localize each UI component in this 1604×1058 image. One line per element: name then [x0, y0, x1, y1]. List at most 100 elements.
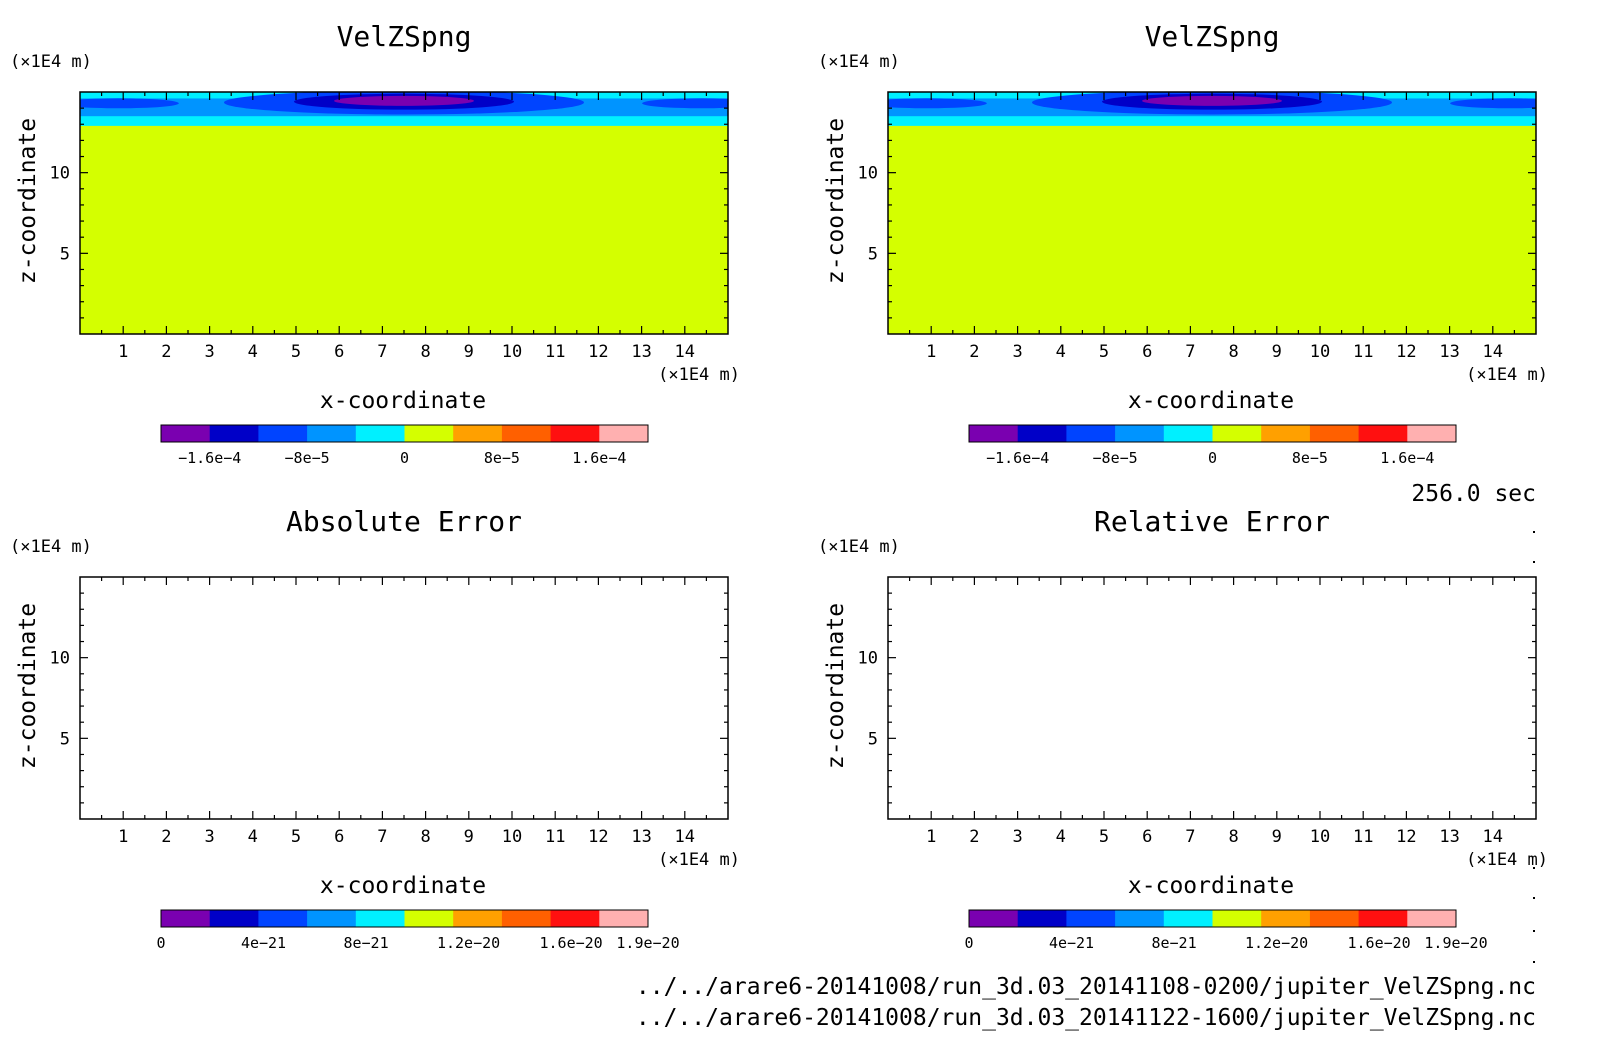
footer-file-1: ../../arare6-20141008/run_3d.03_20141108…: [636, 974, 1536, 1000]
x-tick-label: 9: [464, 827, 474, 847]
colorbar-frame: [968, 424, 1457, 443]
colorbar-swatch: [550, 425, 600, 442]
colorbar-label: 8e−21: [343, 934, 388, 952]
colorbar-swatch: [209, 910, 259, 927]
colorbar-label: 8e−21: [1151, 934, 1196, 952]
colorbar: 0 4e−21 8e−21 1.2e−20 1.6e−20 1.9e−20: [964, 909, 1488, 952]
colorbar-swatch: [1358, 910, 1408, 927]
colorbar-swatch: [1407, 425, 1457, 442]
x-tick-label: 1: [118, 342, 128, 362]
colorbar-frame: [968, 909, 1457, 928]
colorbar-swatch: [1017, 910, 1067, 927]
field-lobe-right: [1450, 98, 1536, 109]
colorbar-label: 0: [1208, 449, 1217, 467]
colorbar-label: 1.6e−20: [539, 934, 602, 952]
x-tick-label: 5: [1099, 827, 1109, 847]
colorbar-label: −8e−5: [1093, 449, 1138, 467]
x-tick-label: 4: [248, 342, 258, 362]
plot-frame: [887, 576, 1537, 820]
colorbar-swatch: [453, 425, 503, 442]
colorbar-swatch: [258, 910, 308, 927]
y-axis-title: z-coordinate: [823, 118, 849, 284]
y-tick-label: 5: [60, 729, 70, 749]
y-unit-label: (×1E4 m): [818, 52, 900, 72]
x-tick-label: 1: [926, 342, 936, 362]
x-tick-label: 12: [1396, 827, 1416, 847]
panel-title: Relative Error: [1094, 505, 1330, 538]
x-tick-label: 7: [1185, 342, 1195, 362]
field-background: [888, 92, 1536, 334]
y-axis-title: z-coordinate: [15, 118, 41, 284]
x-axis-title: x-coordinate: [320, 388, 486, 414]
colorbar-swatch: [550, 910, 600, 927]
x-tick-label: 1: [118, 827, 128, 847]
colorbar-label: 4e−21: [241, 934, 286, 952]
colorbar-swatch: [1066, 425, 1116, 442]
colorbar-label: 1.6e−4: [572, 449, 626, 467]
x-tick-label: 6: [334, 342, 344, 362]
x-tick-label: 11: [1353, 827, 1373, 847]
panel-title: VelZSpng: [1145, 20, 1280, 53]
colorbar-label: 8e−5: [484, 449, 520, 467]
x-tick-label: 7: [1185, 827, 1195, 847]
footer-file-2: ../../arare6-20141008/run_3d.03_20141122…: [636, 1005, 1536, 1031]
x-tick-label: 14: [1483, 342, 1503, 362]
x-tick-label: 14: [675, 827, 695, 847]
x-tick-label: 6: [1142, 827, 1152, 847]
colorbar-label: 0: [156, 934, 165, 952]
x-axis-title: x-coordinate: [1128, 388, 1294, 414]
edge-dots: [1533, 531, 1535, 963]
colorbar-label: 8e−5: [1292, 449, 1328, 467]
x-tick-label: 3: [1012, 342, 1022, 362]
x-tick-label: 1: [926, 827, 936, 847]
y-unit-label: (×1E4 m): [10, 537, 92, 557]
x-tick-label: 12: [588, 342, 608, 362]
colorbar-swatch: [355, 425, 405, 442]
colorbar: 0 4e−21 8e−21 1.2e−20 1.6e−20 1.9e−20: [156, 909, 680, 952]
colorbar-swatch: [209, 425, 259, 442]
colorbar-label: 1.9e−20: [616, 934, 679, 952]
x-tick-label: 7: [377, 342, 387, 362]
x-unit-label: (×1E4 m): [1466, 850, 1548, 870]
panel-3: Absolute Error(×1E4 m)1 2 3 4 5 6 7 8 9 10 11 12 13 1…: [10, 505, 740, 952]
colorbar-swatch: [161, 425, 211, 442]
x-tick-label: 4: [1056, 827, 1066, 847]
x-unit-label: (×1E4 m): [658, 850, 740, 870]
colorbar-label: 1.2e−20: [437, 934, 500, 952]
x-tick-label: 10: [502, 342, 522, 362]
colorbar-swatch: [1163, 910, 1213, 927]
colorbar: −1.6e−4 −8e−5 0 8e−5 1.6e−4: [160, 424, 649, 467]
y-unit-label: (×1E4 m): [10, 52, 92, 72]
x-axis-title: x-coordinate: [320, 873, 486, 899]
colorbar-swatch: [599, 910, 649, 927]
colorbar-label: −1.6e−4: [986, 449, 1049, 467]
x-unit-label: (×1E4 m): [658, 365, 740, 385]
plot-frame: [79, 576, 729, 820]
x-tick-label: 13: [1439, 342, 1459, 362]
field-core-inner: [1142, 95, 1282, 106]
x-tick-label: 2: [161, 827, 171, 847]
colorbar-swatch: [1407, 910, 1457, 927]
x-tick-label: 3: [204, 342, 214, 362]
x-tick-label: 4: [1056, 342, 1066, 362]
colorbar-label: −8e−5: [285, 449, 330, 467]
colorbar-label: 1.2e−20: [1245, 934, 1308, 952]
colorbar-swatch: [1163, 425, 1213, 442]
field-lobe-left: [888, 98, 987, 109]
colorbar-swatch: [1358, 425, 1408, 442]
colorbar-frame: [160, 424, 649, 443]
x-tick-label: 8: [1228, 342, 1238, 362]
x-tick-label: 7: [377, 827, 387, 847]
x-tick-label: 14: [1483, 827, 1503, 847]
colorbar-label: 0: [964, 934, 973, 952]
y-axis-title: z-coordinate: [823, 603, 849, 769]
x-tick-label: 4: [248, 827, 258, 847]
x-tick-label: 9: [464, 342, 474, 362]
colorbar-swatch: [1261, 425, 1311, 442]
x-tick-label: 12: [588, 827, 608, 847]
y-tick-label: 10: [50, 164, 70, 184]
colorbar: −1.6e−4 −8e−5 0 8e−5 1.6e−4: [968, 424, 1457, 467]
x-tick-label: 10: [502, 827, 522, 847]
x-tick-label: 8: [420, 342, 430, 362]
colorbar-swatch: [1115, 425, 1165, 442]
